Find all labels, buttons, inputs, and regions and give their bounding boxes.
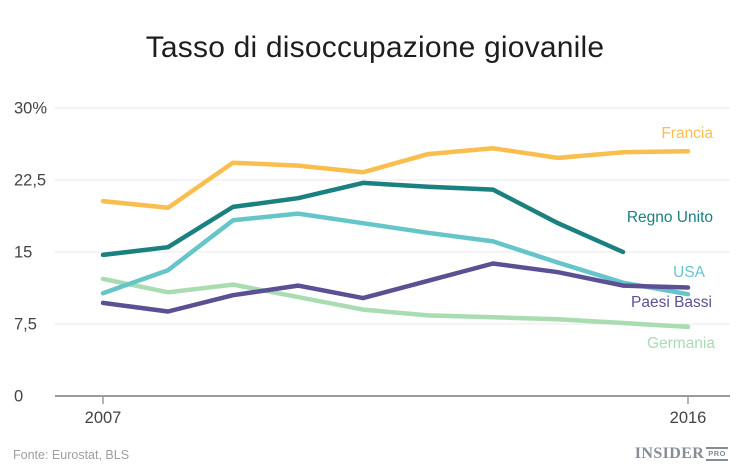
series-line-francia [100, 146, 691, 211]
series-line-regno-unito [100, 180, 626, 258]
y-tick-label: 7,5 [14, 316, 37, 334]
y-tick-label: 30% [14, 100, 47, 118]
legend-label-paesi-bassi: Paesi Bassi [631, 294, 712, 311]
legend-label-regno-unito: Regno Unito [626, 209, 713, 226]
insider-pro-logo: INSIDER PRO [635, 445, 728, 463]
series-line-paesi-bassi [100, 261, 691, 314]
x-tick-label: 2007 [85, 409, 122, 427]
legend-label-usa: USA [673, 264, 705, 281]
logo-pro-badge: PRO [706, 446, 728, 461]
legend-label-germania: Germania [646, 335, 715, 352]
logo-insider-text: INSIDER [634, 445, 705, 462]
legend-label-francia: Francia [661, 125, 713, 142]
series-line-usa [100, 211, 691, 297]
x-tick-label: 2016 [670, 409, 707, 427]
y-tick-label: 15 [14, 244, 32, 262]
series-line-germania [100, 276, 691, 330]
y-tick-label: 0 [14, 388, 23, 406]
source-note: Fonte: Eurostat, BLS [13, 448, 130, 462]
y-tick-label: 22,5 [14, 172, 46, 190]
page-title: Tasso di disoccupazione giovanile [145, 31, 605, 64]
